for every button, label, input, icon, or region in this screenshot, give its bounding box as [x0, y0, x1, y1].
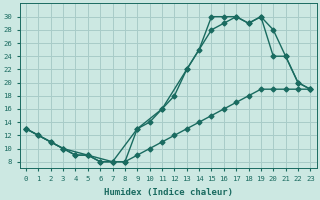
X-axis label: Humidex (Indice chaleur): Humidex (Indice chaleur)	[104, 188, 233, 197]
